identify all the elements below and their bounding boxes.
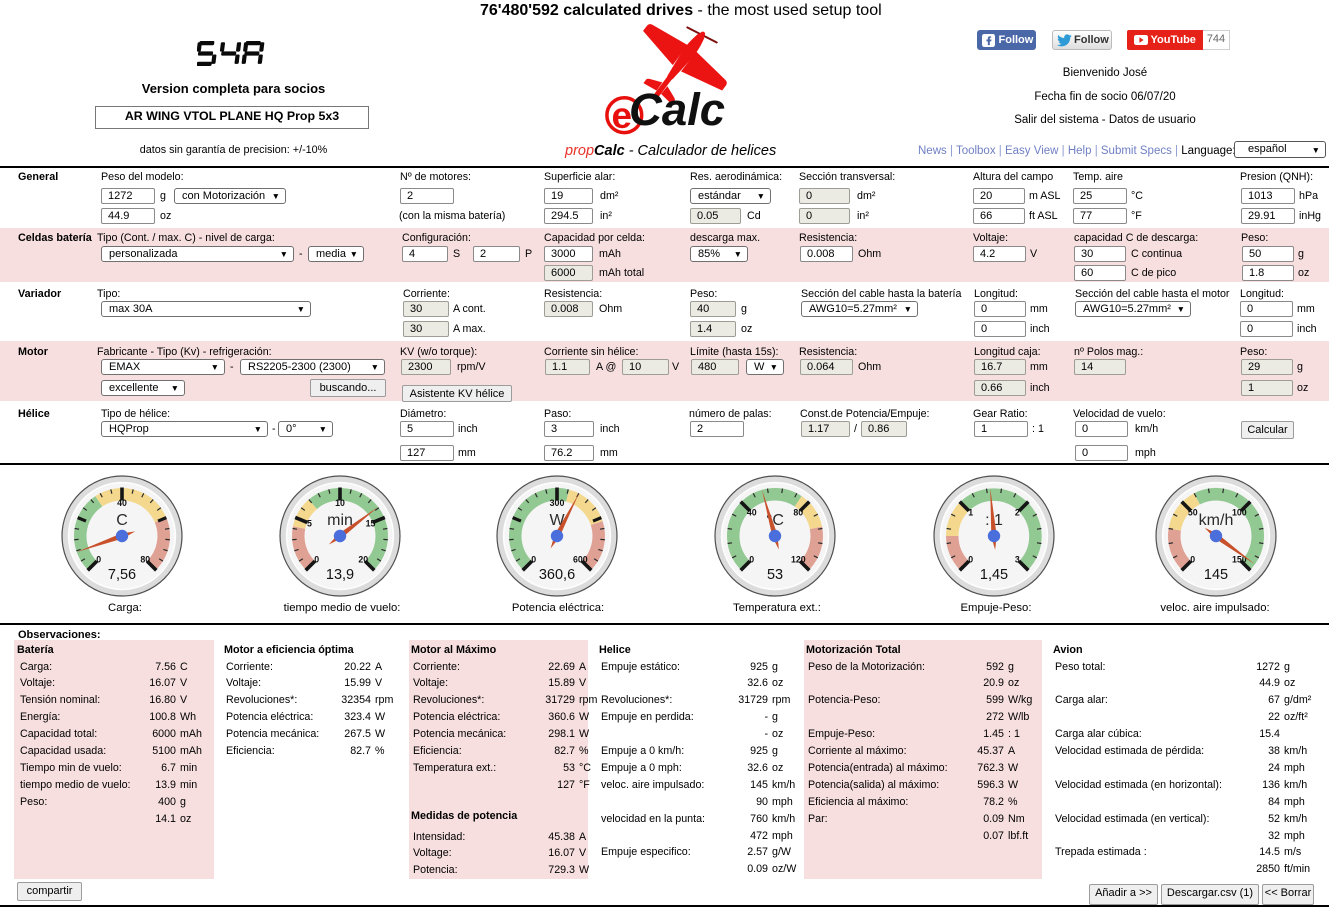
svg-text:360,6: 360,6 xyxy=(539,567,575,583)
svg-text:5: 5 xyxy=(307,518,312,528)
svg-text:10: 10 xyxy=(335,498,345,508)
svg-text:80: 80 xyxy=(793,508,803,518)
svg-text:145: 145 xyxy=(1204,567,1228,583)
svg-text:40: 40 xyxy=(747,508,757,518)
svg-text:min: min xyxy=(327,512,353,529)
svg-text:0: 0 xyxy=(531,554,536,564)
svg-text:120: 120 xyxy=(791,554,806,564)
svg-text:3: 3 xyxy=(1015,554,1020,564)
svg-text:0: 0 xyxy=(96,554,101,564)
svg-text:2: 2 xyxy=(1015,508,1020,518)
svg-text:7,56: 7,56 xyxy=(108,567,136,583)
svg-text:0: 0 xyxy=(1190,554,1195,564)
svg-text:100: 100 xyxy=(1232,508,1247,518)
svg-text:300: 300 xyxy=(550,498,565,508)
svg-text:600: 600 xyxy=(573,554,588,564)
svg-text:Calc: Calc xyxy=(629,84,725,135)
svg-text:0: 0 xyxy=(968,554,973,564)
svg-text:40: 40 xyxy=(117,498,127,508)
svg-text:1: 1 xyxy=(968,508,973,518)
svg-text:150: 150 xyxy=(1232,554,1247,564)
svg-text:50: 50 xyxy=(1188,508,1198,518)
svg-text:0: 0 xyxy=(314,554,319,564)
svg-text:80: 80 xyxy=(140,554,150,564)
svg-text:C: C xyxy=(116,512,128,529)
svg-text:53: 53 xyxy=(767,567,783,583)
svg-text:15: 15 xyxy=(366,518,376,528)
svg-text:e: e xyxy=(612,95,633,136)
svg-text:20: 20 xyxy=(358,554,368,564)
svg-text:0: 0 xyxy=(749,554,754,564)
svg-text:13,9: 13,9 xyxy=(326,567,354,583)
svg-text:km/h: km/h xyxy=(1199,512,1234,529)
svg-text:1,45: 1,45 xyxy=(980,567,1008,583)
